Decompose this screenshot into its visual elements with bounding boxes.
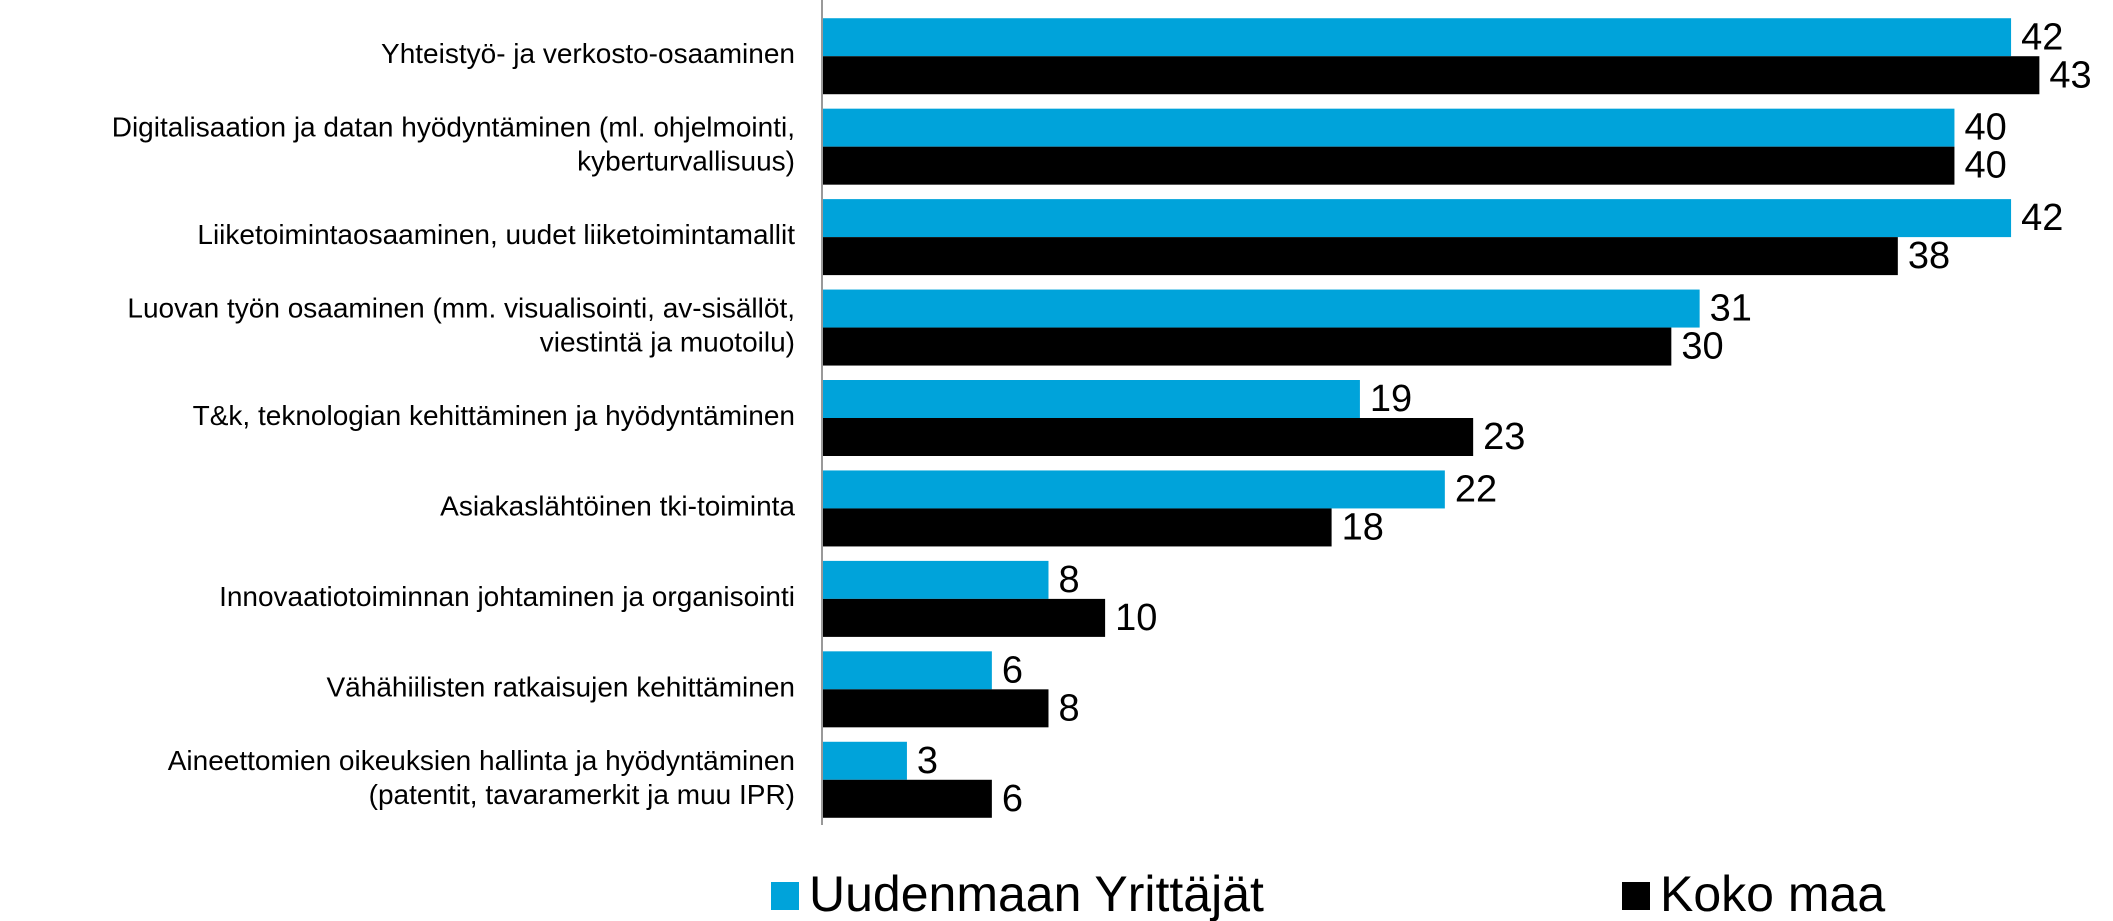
- value-label: 42: [2021, 16, 2063, 58]
- value-label: 42: [2021, 197, 2063, 239]
- value-label: 38: [1908, 235, 1950, 277]
- bar: [822, 651, 992, 690]
- category-label: Digitalisaation ja datan hyödyntäminen (…: [112, 112, 795, 177]
- bar: [822, 327, 1672, 366]
- bar: [822, 418, 1474, 456]
- bar: [822, 108, 1955, 147]
- legend-swatch: [1622, 882, 1650, 910]
- value-label: 40: [1964, 107, 2006, 149]
- bar: [822, 598, 1106, 637]
- value-label: 8: [1058, 559, 1079, 601]
- value-label: 6: [1002, 778, 1023, 820]
- bar: [822, 741, 907, 780]
- value-label: 3: [917, 740, 938, 782]
- value-label: 30: [1681, 326, 1723, 368]
- value-label: 8: [1058, 687, 1079, 729]
- category-label: Innovaatiotoiminnan johtaminen ja organi…: [219, 581, 795, 612]
- value-label: 19: [1370, 378, 1412, 420]
- bar: [822, 689, 1049, 728]
- category-label: Yhteistyö- ja verkosto-osaaminen: [381, 39, 795, 70]
- bar: [822, 56, 2040, 95]
- bar: [822, 146, 1955, 185]
- value-label: 22: [1455, 468, 1497, 510]
- bar: [822, 199, 2012, 238]
- bar: [822, 470, 1445, 509]
- bar: [822, 18, 2012, 57]
- category-label: T&k, teknologian kehittäminen ja hyödynt…: [193, 400, 795, 431]
- category-label: Luovan työn osaaminen (mm. visualisointi…: [127, 293, 795, 358]
- value-label: 40: [1964, 145, 2006, 187]
- bar: [822, 779, 992, 818]
- bar: [822, 508, 1332, 547]
- value-label: 10: [1115, 597, 1157, 639]
- category-label: Liiketoimintaosaaminen, uudet liiketoimi…: [197, 220, 795, 251]
- value-label: 43: [2049, 54, 2091, 96]
- value-label: 18: [1342, 506, 1384, 548]
- legend-swatch: [771, 882, 799, 910]
- bar: [822, 560, 1049, 599]
- legend-label: Koko maa: [1660, 866, 1885, 921]
- legend-label: Uudenmaan Yrittäjät: [809, 866, 1264, 921]
- bar: [822, 380, 1360, 418]
- value-label: 23: [1483, 416, 1525, 458]
- category-label: Vähähiilisten ratkaisujen kehittäminen: [327, 672, 796, 703]
- category-label: Aineettomien oikeuksien hallinta ja hyöd…: [168, 745, 795, 810]
- bar: [822, 289, 1700, 328]
- bar: [822, 237, 1898, 276]
- value-label: 31: [1710, 288, 1752, 330]
- value-label: 6: [1002, 649, 1023, 691]
- category-label: Asiakaslähtöinen tki-toiminta: [440, 491, 795, 522]
